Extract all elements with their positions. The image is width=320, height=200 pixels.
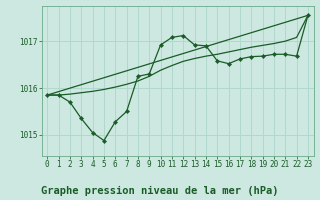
Text: Graphe pression niveau de la mer (hPa): Graphe pression niveau de la mer (hPa) [41, 186, 279, 196]
